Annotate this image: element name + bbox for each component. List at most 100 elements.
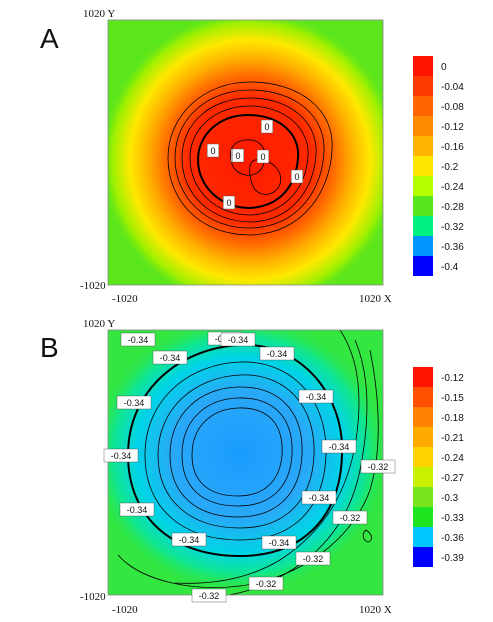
panel-a-frame [107, 19, 384, 286]
panel-b-colorbar-swatch [413, 447, 433, 467]
panel-a-heatmap [91, 20, 383, 285]
panel-b-colorbar-label: -0.21 [441, 433, 464, 444]
panel-b-colorbar-swatch [413, 387, 433, 407]
panel-a-label: A [40, 23, 59, 54]
panel-a-contours [167, 81, 333, 236]
panel-a-colorbar-label: -0.16 [441, 142, 464, 153]
panel-b-contour-label-box [298, 389, 334, 404]
panel-b-contour-label-box [261, 535, 297, 550]
panel-b-contour-label: -0.34 [127, 505, 148, 515]
panel-a-contour-labels: 0000000 [206, 119, 304, 210]
panel-a-colorbar-label: -0.36 [441, 242, 464, 253]
panel-b-contour-label: -0.32 [340, 513, 361, 523]
panel-a-y-max-label: 1020 Y [83, 8, 115, 20]
panel-a-contour-label: 0 [235, 151, 240, 161]
panel-b-contour-label-box [321, 439, 357, 454]
panel-a-contour-label: 0 [210, 146, 215, 156]
panel-a-colorbar-swatch [413, 76, 433, 96]
panel-b-contour-label: -0.34 [128, 335, 149, 345]
panel-b-contour-label-box [119, 502, 155, 517]
panel-b-contour-label-box [103, 448, 139, 463]
panel-b-contour-label: -0.34 [309, 493, 330, 503]
panel-a-colorbar: 0 -0.04 -0.08 -0.12 -0.16 -0.2 -0.24 -0.28 -0.32… [413, 56, 464, 276]
panel-a-colorbar-swatch [413, 56, 433, 76]
panel-b-contour-label-box [332, 510, 368, 525]
panel-b-contour-label: -0.32 [256, 579, 277, 589]
panel-b-contour-label: -0.34 [228, 335, 249, 345]
panel-a-colorbar-swatch [413, 196, 433, 216]
panel-a-contour-label: 0 [260, 152, 265, 162]
panel-a-colorbar-label: -0.12 [441, 122, 464, 133]
panel-b-colorbar-label: -0.33 [441, 513, 464, 524]
panel-b-colorbar-swatch [413, 527, 433, 547]
panel-a-colorbar-label: -0.2 [441, 162, 459, 173]
panel-b: B -0.34 -0.34-0.34-0.34-0.34-0.34-0.34-0.… [40, 318, 464, 616]
panel-a-colorbar-swatch [413, 216, 433, 236]
panel-a-colorbar-swatch [413, 116, 433, 136]
panel-b-contour-label: -0.34 [306, 392, 327, 402]
panel-b-contour-label: -0.32 [303, 554, 324, 564]
panel-a-colorbar-label: -0.28 [441, 202, 464, 213]
panel-b-contour-label: -0.34 [267, 349, 288, 359]
panel-a-colorbar-swatch [413, 176, 433, 196]
panel-b-contour-label: -0.34 [329, 442, 350, 452]
panel-b-colorbar-swatch [413, 407, 433, 427]
panel-a-colorbar-swatch [413, 96, 433, 116]
panel-b-colorbar-label: -0.3 [441, 493, 459, 504]
panel-a-contour-label-box [257, 149, 270, 164]
panel-a-artifact [91, 96, 101, 106]
panel-b-contour-label-box [360, 459, 396, 474]
panel-b-contour-label: -0.34 [179, 535, 200, 545]
panel-a-colorbar-label: -0.04 [441, 82, 464, 93]
panel-b-x-max-label: 1020 X [359, 604, 392, 616]
panel-b-colorbar-label: -0.36 [441, 533, 464, 544]
panel-b-contour-label: -0.34 [160, 353, 181, 363]
panel-b-contour-label-box [295, 551, 331, 566]
panel-b-contour-label: -0.34 [124, 398, 145, 408]
panel-b-colorbar-label: -0.18 [441, 413, 464, 424]
panel-a: A 0 0 0 0 0 0 0 1020 Y -1020 -1020 1020 X 0 -0.… [40, 8, 464, 305]
panel-b-label: B [40, 332, 59, 363]
panel-b-colorbar-label: -0.12 [441, 373, 464, 384]
panel-a-contour-label-box [261, 119, 274, 134]
panel-b-x-min-label: -1020 [112, 604, 138, 616]
panel-b-colorbar-label: -0.24 [441, 453, 464, 464]
panel-a-colorbar-swatch [413, 256, 433, 276]
panel-a-colorbar-swatch [413, 236, 433, 256]
panel-a-x-max-label: 1020 X [359, 293, 392, 305]
panel-a-contour-label-box [206, 143, 219, 158]
panel-b-colorbar-swatch [413, 427, 433, 447]
panel-b-contour-label-box [152, 350, 188, 365]
panel-a-colorbar-label: -0.24 [441, 182, 464, 193]
panel-b-contour-label-box [259, 346, 295, 361]
panel-b-colorbar-label: -0.15 [441, 393, 464, 404]
panel-a-heat-field [108, 20, 383, 285]
panel-a-contour-label-box [291, 169, 304, 184]
panel-a-y-min-label: -1020 [80, 280, 106, 292]
panel-b-contour-label-box [191, 588, 227, 603]
panel-b-colorbar-swatch [413, 507, 433, 527]
panel-a-contour-label-box [222, 195, 235, 210]
panel-a-colorbar-label: -0.4 [441, 262, 459, 273]
panel-a-contour-label: 0 [294, 172, 299, 182]
panel-b-colorbar: -0.12 -0.15 -0.18 -0.21 -0.24 -0.27 -0.3 -0.33 -… [413, 367, 464, 567]
panel-b-colorbar-label: -0.39 [441, 553, 464, 564]
panel-b-contour-label-box [120, 332, 156, 347]
panel-a-colorbar-label: -0.32 [441, 222, 464, 233]
panel-b-contour-label: -0.32 [199, 591, 220, 601]
panel-b-contour-label: -0.34 [269, 538, 290, 548]
panel-a-colorbar-swatch [413, 136, 433, 156]
panel-b-contour-label-box [116, 395, 152, 410]
panel-b-colorbar-swatch [413, 367, 433, 387]
panel-b-contour-labels: -0.34 -0.34 -0.34 -0.34 -0.34 -0.34 -0.34 -0.34… [103, 331, 396, 603]
panel-a-colorbar-label: 0 [441, 62, 447, 73]
panel-a-contour-label: 0 [264, 122, 269, 132]
panel-b-contour-label-box [301, 490, 337, 505]
panel-a-contour-label-box [231, 148, 244, 163]
panel-a-x-min-label: -1020 [112, 293, 138, 305]
panel-a-colorbar-swatch [413, 156, 433, 176]
panel-b-contour-label-box [248, 576, 284, 591]
panel-b-contour-label-box [171, 532, 207, 547]
panel-b-y-min-label: -1020 [80, 591, 106, 603]
